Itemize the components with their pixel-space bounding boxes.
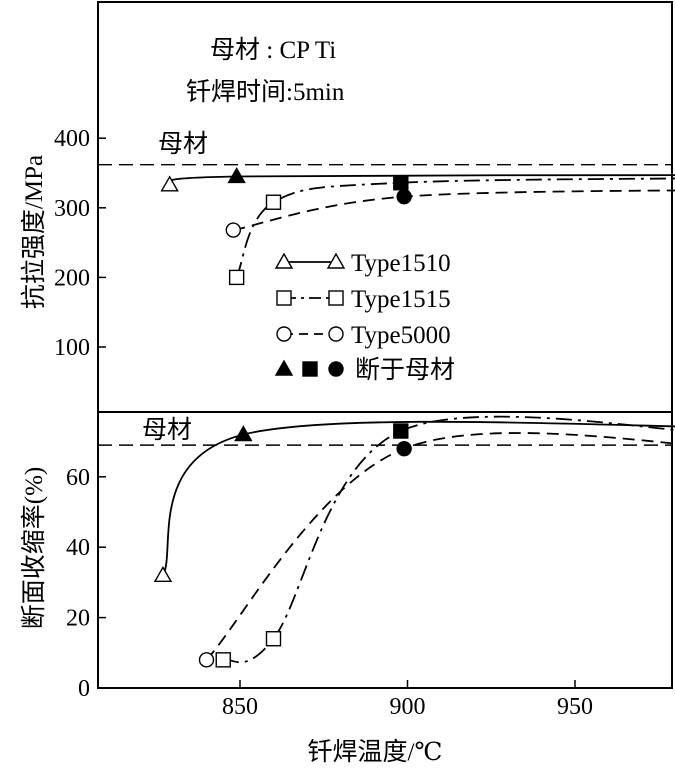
legend-label-Type5000: Type5000: [351, 322, 451, 349]
legend: Type1510 Type1515 Type5000 断于母材: [274, 250, 455, 384]
y-tick-label: 100: [54, 335, 90, 361]
annotation-brazing-time: 钎焊时间:5min: [186, 78, 345, 106]
series-Type1515: [215, 415, 675, 668]
series-Type5000: [198, 432, 675, 668]
reference-line-label: 母材: [158, 130, 208, 158]
data-point-circle: [198, 652, 215, 668]
legend-marker-square-filled: [302, 361, 318, 377]
series-line-Type5000: [205, 432, 675, 661]
legend-marker-triangle: [274, 252, 294, 269]
legend-marker-circle: [328, 326, 344, 342]
legend-label-Type1510: Type1510: [351, 250, 451, 277]
legend-marker-circle: [276, 326, 292, 342]
reference-line-label: 母材: [142, 416, 192, 444]
data-point-square: [265, 631, 282, 647]
legend-label-Type1515: Type1515: [351, 286, 451, 313]
annotation-base-metal: 母材 : CP Ti: [210, 36, 336, 64]
data-point-triangle: [160, 175, 179, 192]
legend-marker-square: [276, 290, 292, 306]
data-point-circle: [225, 222, 242, 238]
series-Type5000: [225, 188, 675, 238]
y-tick-label: 40: [66, 535, 90, 561]
data-point-square: [228, 269, 245, 286]
series-Type1515: [228, 175, 675, 286]
x-tick-label: 900: [390, 694, 426, 720]
data-point-square: [393, 423, 409, 439]
x-axis-title: 钎焊温度/℃: [308, 738, 443, 766]
top-y-axis-title: 抗拉强度/MPa: [20, 155, 48, 309]
bottom-plot-frame: [97, 411, 673, 689]
bottom-y-axis-title: 断面收缩率(%): [20, 467, 48, 629]
data-point-triangle: [153, 565, 173, 583]
y-tick-label: 300: [54, 196, 90, 222]
data-point-triangle: [234, 425, 253, 442]
data-point-circle: [396, 188, 412, 205]
x-tick-label: 850: [222, 694, 258, 720]
y-tick-label: 200: [54, 265, 90, 291]
data-point-square: [393, 175, 409, 191]
legend-marker-triangle-filled: [274, 359, 294, 376]
series-line-Type1515: [235, 177, 675, 278]
y-tick-label: 400: [54, 126, 90, 152]
series-Type1510: [153, 420, 675, 583]
y-tick-label: 20: [66, 606, 90, 632]
data-point-square: [265, 194, 282, 210]
legend-marker-circle-filled: [328, 361, 344, 377]
series-Type1510: [160, 167, 675, 192]
data-point-square: [215, 652, 231, 668]
data-point-triangle: [227, 167, 246, 184]
series-line-Type5000: [233, 189, 675, 231]
top-plot-area: 100 200 300 400 母材: [54, 126, 675, 361]
legend-marker-triangle: [326, 252, 346, 269]
data-point-circle: [396, 440, 412, 457]
series-line-Type1515: [222, 415, 675, 664]
series-line-Type1510: [168, 174, 675, 186]
top-plot-frame: [97, 1, 673, 413]
bottom-plot-area: 02040608509009501000母材: [66, 415, 675, 720]
y-tick-label: 60: [66, 465, 90, 491]
legend-marker-square: [328, 290, 344, 306]
legend-label-fracture-base-metal: 断于母材: [355, 356, 455, 384]
x-tick-label: 950: [557, 694, 593, 720]
y-tick-label: 0: [78, 676, 90, 702]
